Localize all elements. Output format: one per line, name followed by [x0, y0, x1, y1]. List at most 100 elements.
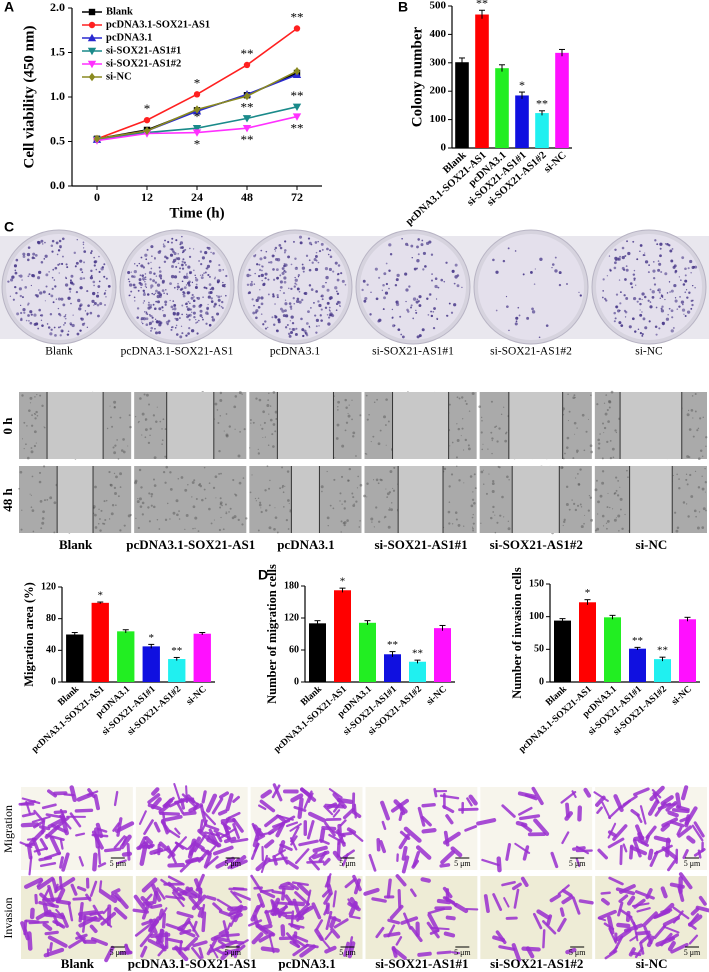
cell-speck [392, 487, 394, 490]
cell-speck [339, 500, 341, 502]
colony [632, 273, 636, 276]
colony [422, 251, 427, 256]
colony [77, 298, 81, 303]
significance: ** [241, 132, 254, 147]
colony [639, 302, 642, 306]
colony [136, 316, 139, 319]
image-label: pcDNA3.1-SOX21-AS1 [126, 537, 255, 552]
stained-cell [151, 883, 162, 902]
stained-cell [221, 933, 240, 938]
cell-speck [359, 483, 363, 487]
colony [276, 293, 279, 297]
cell-speck [456, 423, 458, 425]
colony [425, 241, 430, 245]
colony [200, 263, 203, 266]
cell-speck [597, 500, 600, 504]
colony [162, 243, 165, 245]
colony [434, 284, 438, 289]
cell-speck [35, 410, 38, 414]
cell-speck [204, 497, 207, 500]
legend-marker [87, 60, 97, 69]
cell-speck [219, 391, 223, 395]
colony [679, 296, 681, 298]
cell-speck [191, 496, 193, 498]
colony [195, 278, 199, 282]
colony [625, 268, 629, 272]
cell-speck [218, 528, 222, 532]
colony [64, 317, 67, 320]
colony [321, 248, 324, 251]
stained-cell [607, 822, 617, 839]
stained-cell [260, 789, 273, 799]
cell-speck [390, 508, 393, 512]
stained-cell [628, 947, 636, 957]
cell-speck [191, 481, 195, 484]
cell-speck [491, 439, 493, 442]
cell-speck [448, 485, 451, 488]
cell-speck [610, 390, 614, 394]
colony [154, 281, 158, 284]
stained-cell [609, 946, 618, 955]
colony [310, 243, 313, 246]
cell-speck [496, 521, 499, 524]
cell-speck [691, 395, 694, 397]
colony [195, 322, 197, 324]
cell-speck [571, 499, 573, 501]
colony [190, 296, 194, 300]
significance: * [585, 587, 591, 599]
stained-cell [193, 834, 206, 853]
colony [207, 273, 210, 277]
colony [154, 318, 157, 320]
stained-cell [182, 811, 197, 816]
colony [49, 332, 53, 336]
cell-speck [472, 529, 475, 532]
cell-speck [234, 494, 238, 497]
cell-speck [617, 480, 620, 482]
colony [651, 290, 655, 294]
cell-speck [112, 446, 115, 449]
colony [169, 282, 172, 286]
cell-speck [587, 509, 590, 512]
stained-cell [375, 926, 385, 939]
stained-cell [111, 888, 121, 895]
cell-speck [53, 501, 57, 505]
colony [49, 312, 53, 316]
stained-cell [284, 894, 293, 905]
cell-speck [492, 511, 495, 513]
colony [175, 239, 178, 242]
stained-cell [201, 819, 208, 832]
colony [48, 293, 51, 296]
colony [43, 258, 46, 260]
stained-cell [536, 909, 551, 920]
colony [36, 295, 39, 298]
cell-speck [352, 435, 355, 438]
stained-cell [629, 935, 638, 942]
colony [54, 266, 58, 270]
stained-cell [138, 810, 147, 825]
cell-speck [676, 473, 678, 476]
cell-speck [288, 503, 290, 505]
colony [252, 311, 256, 315]
stained-cell [440, 850, 456, 865]
cell-speck [113, 486, 117, 490]
colony [32, 252, 36, 256]
stained-cell [642, 911, 658, 928]
cell-speck [389, 470, 393, 473]
stained-cell [295, 939, 307, 949]
colony [64, 322, 67, 324]
cell-speck [503, 516, 505, 518]
stained-cell [192, 940, 208, 948]
cell-speck [214, 475, 218, 479]
cell-speck [119, 472, 122, 476]
panel-label: C [4, 219, 14, 235]
colony [149, 315, 151, 317]
colony [214, 303, 217, 306]
colony [150, 304, 153, 306]
colony [16, 312, 20, 316]
cell-speck [351, 418, 353, 421]
colony [643, 295, 647, 299]
colony [208, 291, 212, 295]
stained-cell [348, 915, 361, 920]
stained-cell [393, 799, 408, 814]
colony [199, 274, 202, 277]
